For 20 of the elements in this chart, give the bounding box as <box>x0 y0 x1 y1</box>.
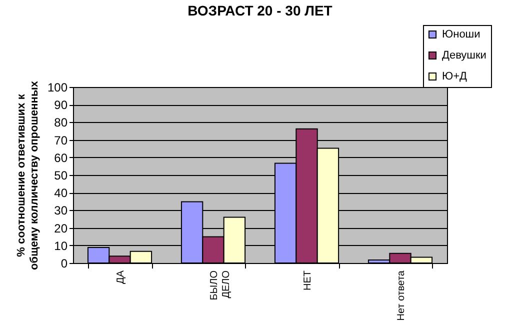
x-tick-label: ДА <box>115 270 126 284</box>
y-tick-label: 30 <box>54 204 68 218</box>
legend-label: Ю+Д <box>442 70 468 82</box>
x-tick-label: НЕТ <box>302 270 314 290</box>
legend-label: Девушки <box>442 50 486 62</box>
y-tick-label: 80 <box>54 116 68 130</box>
legend-label: Юноши <box>442 28 480 40</box>
y-tick-label: 20 <box>54 221 68 236</box>
y-tick-label: 50 <box>54 168 68 182</box>
y-tick-label: 10 <box>54 238 68 253</box>
y-tick-label: 100 <box>47 80 68 94</box>
x-tick-label: Нет ответа <box>396 270 407 321</box>
y-axis-title: % соотношение ответивших к общему колличеству опрошенных <box>15 80 40 270</box>
y-tick-label: 90 <box>54 98 68 112</box>
y-tick-label: 60 <box>54 150 68 165</box>
y-tick-label: 40 <box>54 186 68 200</box>
x-tick-label: БЫЛО ДЕЛО <box>208 270 232 300</box>
chart-title: ВОЗРАСТ 20 - 30 ЛЕТ <box>188 2 333 18</box>
y-tick-label: 70 <box>54 133 68 148</box>
y-tick-label: 0 <box>60 256 68 270</box>
